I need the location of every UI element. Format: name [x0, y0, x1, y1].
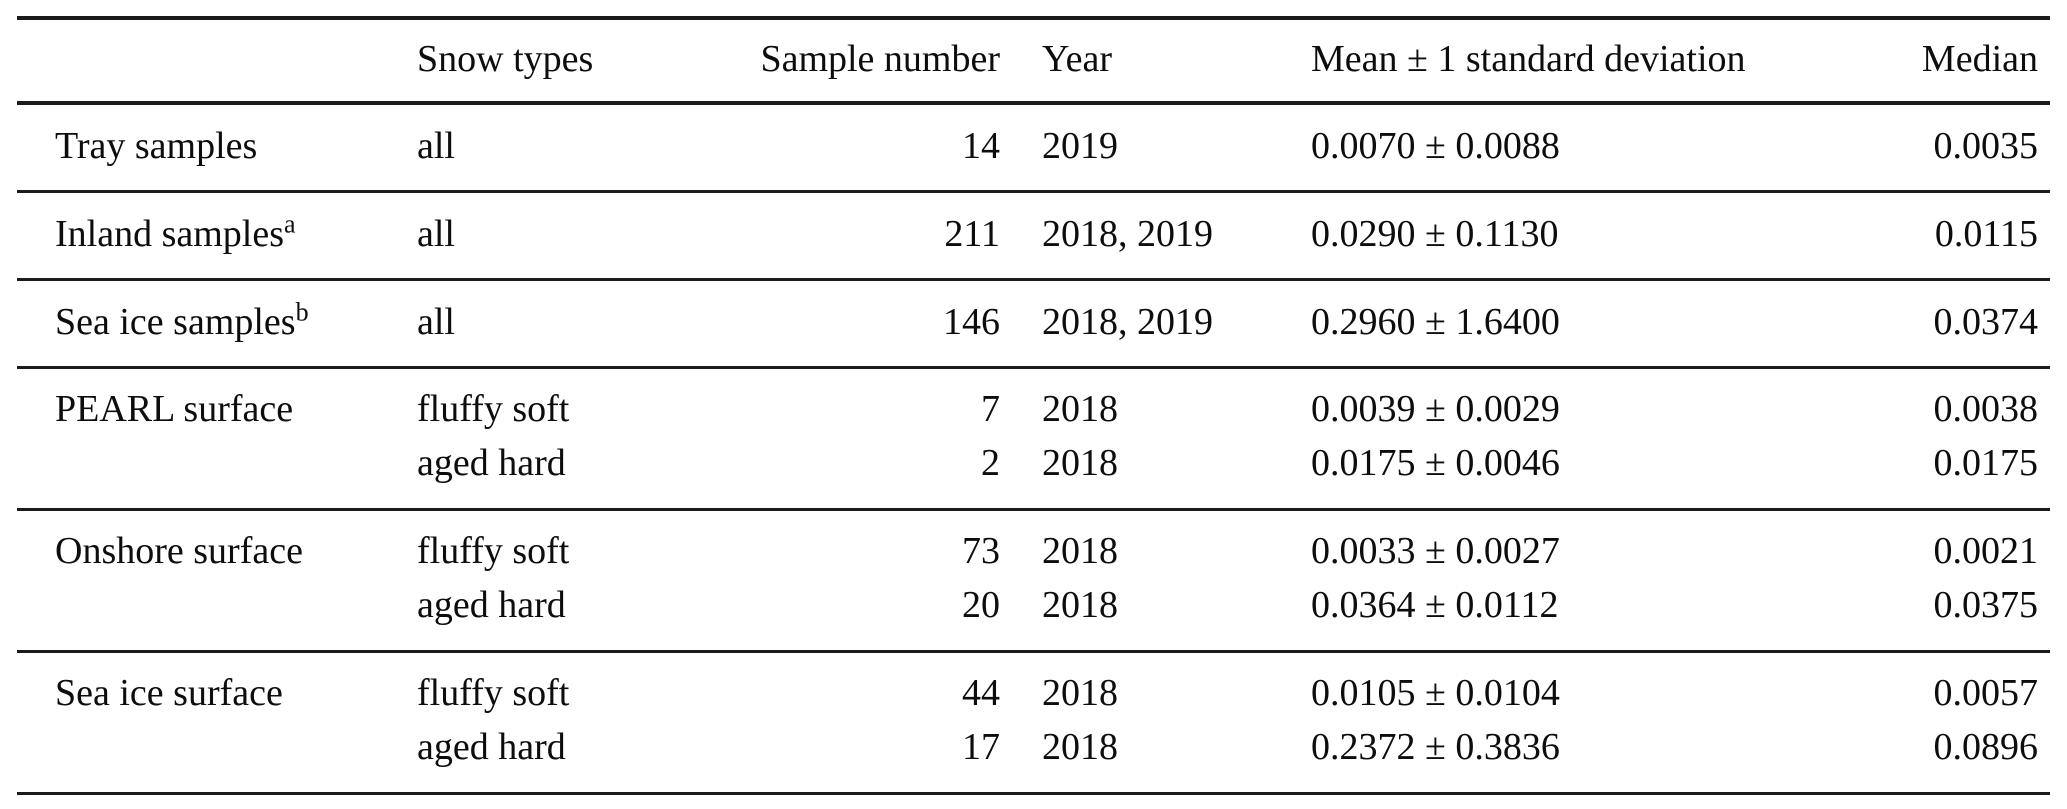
snow-samples-statistics-table: Snow types Sample number Year Mean ± 1 s…: [17, 16, 2050, 795]
cell-median: 0.0896: [1933, 726, 2039, 768]
header-median: Median: [1775, 18, 2050, 105]
cell-snow-type: aged hard: [417, 726, 566, 768]
cell-snow-type: aged hard: [417, 584, 566, 626]
table-row: aged hard 20 2018 0.0364 ± 0.0112 0.0375: [17, 581, 2050, 652]
cell-mean-sd: 0.2372 ± 0.3836: [1311, 726, 1560, 768]
cell-mean-sd: 0.0290 ± 0.1130: [1265, 190, 1775, 280]
row-label-text: Sea ice surface: [55, 672, 283, 714]
cell-snow-type: all: [417, 190, 712, 280]
cell-year: 2018: [1000, 508, 1265, 581]
cell-median: 0.0057: [1775, 650, 2050, 723]
footnote-marker: a: [284, 209, 296, 239]
cell-row-label: Sea ice surface: [17, 650, 417, 723]
header-mean-sd: Mean ± 1 standard deviation: [1265, 18, 1775, 105]
table-row: Onshore surface fluffy soft 73 2018 0.00…: [17, 508, 2050, 581]
cell-row-label: PEARL surface: [17, 366, 417, 439]
cell-median: 0.0021: [1775, 508, 2050, 581]
cell-snow-type: fluffy soft: [417, 650, 712, 723]
cell-row-label: [17, 439, 417, 510]
cell-median: 0.0038: [1775, 366, 2050, 439]
footnote-marker: b: [295, 297, 309, 327]
table-row: aged hard 2 2018 0.0175 ± 0.0046 0.0175: [17, 439, 2050, 510]
cell-snow-type: aged hard: [417, 442, 566, 484]
row-label-text: Tray samples: [55, 125, 258, 167]
cell-sample-number: 146: [712, 278, 1000, 368]
cell-median: 0.0035: [1775, 101, 2050, 192]
cell-median: 0.0374: [1775, 278, 2050, 368]
cell-median: 0.0175: [1933, 442, 2039, 484]
cell-snow-type: all: [417, 278, 712, 368]
cell-mean-sd: 0.0070 ± 0.0088: [1265, 101, 1775, 192]
cell-mean-sd: 0.0033 ± 0.0027: [1265, 508, 1775, 581]
cell-mean-sd: 0.0364 ± 0.0112: [1311, 584, 1559, 626]
cell-sample-number: 7: [712, 366, 1000, 439]
header-sample-number: Sample number: [712, 18, 1000, 105]
header-year: Year: [1000, 18, 1265, 105]
header-row-label: [17, 18, 417, 105]
cell-mean-sd: 0.0039 ± 0.0029: [1265, 366, 1775, 439]
cell-snow-type: fluffy soft: [417, 508, 712, 581]
cell-mean-sd: 0.2960 ± 1.6400: [1265, 278, 1775, 368]
table-row: PEARL surface fluffy soft 7 2018 0.0039 …: [17, 366, 2050, 439]
cell-row-label: Tray samples: [17, 101, 417, 192]
cell-year: 2019: [1000, 101, 1265, 192]
header-row: Snow types Sample number Year Mean ± 1 s…: [17, 18, 2050, 105]
table-row: Sea ice surface fluffy soft 44 2018 0.01…: [17, 650, 2050, 723]
row-label-text: PEARL surface: [55, 388, 294, 430]
cell-year: 2018: [1000, 650, 1265, 723]
cell-year: 2018: [1042, 584, 1118, 626]
cell-snow-type: fluffy soft: [417, 366, 712, 439]
cell-row-label: [17, 581, 417, 652]
table-body: Tray samples all 14 2019 0.0070 ± 0.0088…: [17, 101, 2050, 794]
cell-row-label: Inland samplesa: [17, 190, 417, 280]
row-label-text: Sea ice samples: [55, 301, 296, 343]
cell-year: 2018: [1042, 442, 1118, 484]
cell-year: 2018: [1000, 366, 1265, 439]
cell-sample-number: 14: [712, 101, 1000, 192]
cell-row-label: [17, 723, 417, 794]
cell-sample-number: 73: [712, 508, 1000, 581]
row-label-text: Inland samples: [55, 213, 285, 255]
cell-row-label: Onshore surface: [17, 508, 417, 581]
cell-snow-type: all: [417, 101, 712, 192]
cell-sample-number: 44: [712, 650, 1000, 723]
header-snow-types: Snow types: [417, 18, 712, 105]
cell-median: 0.0375: [1933, 584, 2039, 626]
cell-mean-sd: 0.0105 ± 0.0104: [1265, 650, 1775, 723]
table-header: Snow types Sample number Year Mean ± 1 s…: [17, 18, 2050, 105]
row-label-text: Onshore surface: [55, 530, 303, 572]
table-row: Sea ice samplesb all 146 2018, 2019 0.29…: [17, 278, 2050, 368]
cell-sample-number: 17: [962, 726, 1000, 768]
table-row: Tray samples all 14 2019 0.0070 ± 0.0088…: [17, 101, 2050, 192]
cell-sample-number: 2: [981, 442, 1000, 484]
table-row: Inland samplesa all 211 2018, 2019 0.029…: [17, 190, 2050, 280]
table-row: aged hard 17 2018 0.2372 ± 0.3836 0.0896: [17, 723, 2050, 794]
cell-row-label: Sea ice samplesb: [17, 278, 417, 368]
cell-median: 0.0115: [1775, 190, 2050, 280]
cell-year: 2018: [1042, 726, 1118, 768]
cell-sample-number: 20: [962, 584, 1000, 626]
cell-mean-sd: 0.0175 ± 0.0046: [1311, 442, 1560, 484]
cell-sample-number: 211: [712, 190, 1000, 280]
cell-year: 2018, 2019: [1000, 190, 1265, 280]
cell-year: 2018, 2019: [1000, 278, 1265, 368]
